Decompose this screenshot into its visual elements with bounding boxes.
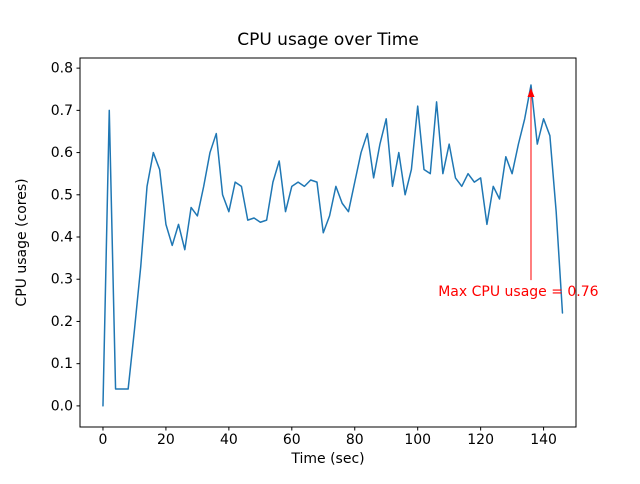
plot-area: 0 20 40 60 80 100 120 1400.00.10.20.30.40.50.60… — [51, 57, 599, 448]
x-tick-label: 40 — [220, 432, 238, 448]
x-tick-label: 60 — [283, 432, 301, 448]
x-axis-ticks: 0 20 40 60 80 100 120 140 — [99, 427, 557, 448]
y-tick-label: 0.4 — [51, 230, 73, 246]
x-tick-label: 120 — [467, 432, 494, 448]
plot-border — [79, 57, 577, 428]
y-tick-label: 0.8 — [51, 61, 73, 77]
x-tick-label: 140 — [530, 432, 557, 448]
y-tick-label: 0.2 — [51, 314, 73, 330]
x-axis-label: Time (sec) — [290, 451, 364, 467]
y-tick-label: 0.3 — [51, 272, 73, 288]
y-axis-label: CPU usage (cores) — [14, 178, 30, 306]
annotation-arrowhead-icon — [527, 88, 535, 98]
y-tick-label: 0.7 — [51, 103, 73, 119]
x-tick-label: 80 — [346, 432, 364, 448]
annotation-text: Max CPU usage = 0.76 — [438, 284, 598, 300]
x-tick-label: 100 — [404, 432, 431, 448]
y-axis-ticks: 0.0 0.1 0.2 0.3 0.4 0.5 0.6 0.7 0.8 — [51, 61, 80, 414]
x-tick-label: 0 — [99, 432, 108, 448]
cpu-usage-line — [102, 84, 564, 407]
x-tick-label: 20 — [157, 432, 175, 448]
y-tick-label: 0.6 — [51, 145, 73, 161]
y-tick-label: 0.0 — [51, 398, 73, 414]
y-tick-label: 0.1 — [51, 356, 73, 372]
y-tick-label: 0.5 — [51, 187, 73, 203]
chart-title: CPU usage over Time — [237, 30, 419, 50]
